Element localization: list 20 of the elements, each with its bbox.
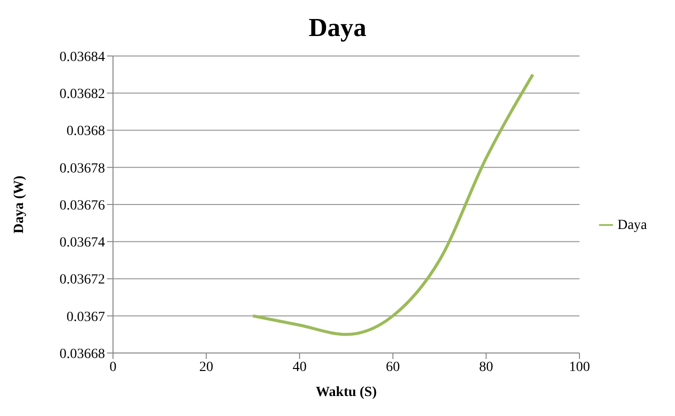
line-series bbox=[251, 73, 534, 336]
x-tick-label: 100 bbox=[568, 360, 590, 375]
y-tick-label: 0.03668 bbox=[60, 346, 105, 362]
y-tick-label: 0.0368 bbox=[66, 124, 105, 140]
legend-label: Daya bbox=[617, 218, 647, 232]
y-tick-label: 0.03684 bbox=[60, 50, 105, 65]
y-axis-title: Daya (W) bbox=[12, 175, 27, 234]
x-tick-label: 60 bbox=[386, 360, 400, 375]
x-tick-label: 80 bbox=[479, 360, 494, 375]
x-tick-label: 40 bbox=[292, 360, 307, 375]
y-tick-label: 0.03672 bbox=[60, 272, 105, 288]
y-tick-label: 0.03674 bbox=[60, 236, 105, 251]
chart-title: Daya bbox=[308, 12, 368, 44]
y-tick-label: 0.0367 bbox=[66, 310, 105, 325]
y-tick-label: 0.03682 bbox=[60, 87, 105, 102]
y-tick-label: 0.03678 bbox=[60, 161, 105, 176]
x-tick-label: 20 bbox=[199, 360, 214, 375]
x-tick-label: 0 bbox=[110, 360, 116, 375]
x-axis-title: Waktu (S) bbox=[316, 385, 378, 400]
y-tick-label: 0.03676 bbox=[60, 198, 105, 214]
